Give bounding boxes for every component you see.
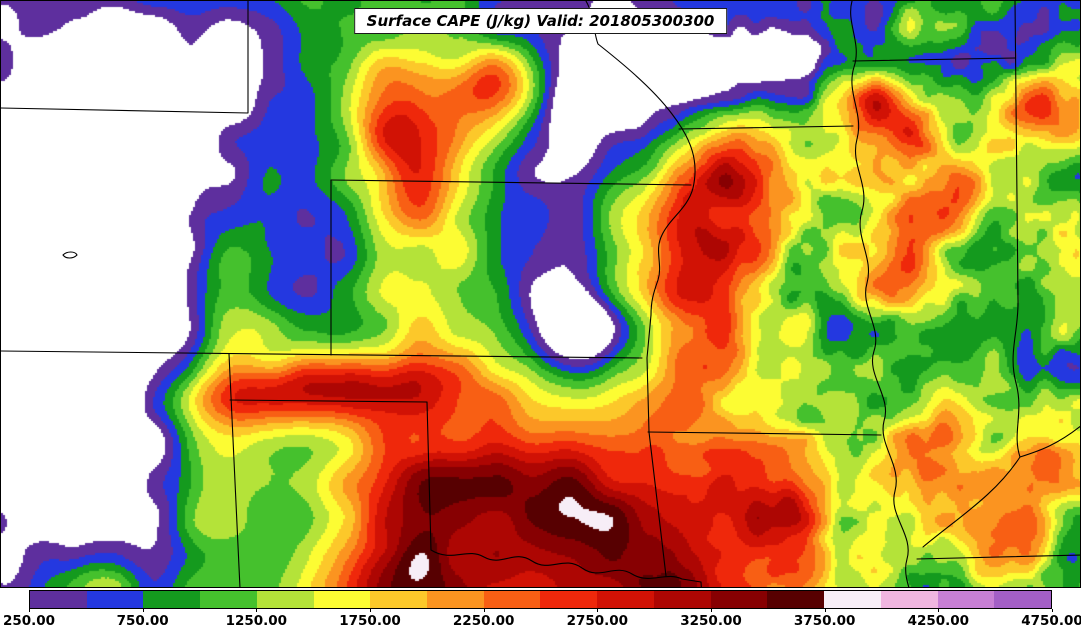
colorbar-segment (256, 591, 314, 608)
colorbar-tick-labels: 250.00 750.00 1250.00 1750.00 2250.00 2750.00… (0, 609, 1081, 633)
colorbar-segment (994, 591, 1051, 608)
colorbar-tickmark (256, 609, 258, 612)
colorbar-tick-label: 3250.00 (680, 613, 742, 629)
colorbar-tickmark (142, 609, 144, 612)
colorbar-segment (200, 591, 257, 608)
colorbar-tickmark (1052, 609, 1053, 612)
colorbar-tickmark (824, 609, 826, 612)
colorbar-segment (937, 591, 995, 608)
map-area: Surface CAPE (J/kg) Valid: 201805300300 (0, 0, 1081, 588)
colorbar-segment (30, 591, 87, 608)
colorbar-tickmark (483, 609, 485, 612)
colorbar-tickmark (938, 609, 940, 612)
map-title: Surface CAPE (J/kg) Valid: 201805300300 (353, 8, 728, 34)
colorbar-tick-label: 1250.00 (225, 613, 288, 629)
colorbar-segment (483, 591, 541, 608)
colorbar-tickmark (370, 609, 371, 612)
colorbar-tick-label: 2750.00 (566, 613, 629, 629)
colorbar-tick-label: 4250.00 (907, 613, 970, 629)
colorbar (29, 590, 1052, 609)
colorbar-segment (370, 591, 428, 608)
colorbar-tick-label: 250.00 (2, 613, 56, 629)
colorbar-segment (880, 591, 938, 608)
colorbar-segment (653, 591, 711, 608)
colorbar-tick-label: 4750.00 (1021, 613, 1081, 629)
colorbar-tick-label: 750.00 (116, 613, 169, 629)
colorbar-segment (427, 591, 484, 608)
colorbar-tick-label: 3750.00 (793, 613, 856, 629)
colorbar-segment (313, 591, 371, 608)
colorbar-segment (540, 591, 598, 608)
colorbar-segment (824, 591, 881, 608)
cape-field-raster (1, 1, 1080, 587)
colorbar-segment (767, 591, 825, 608)
colorbar-tickmark (597, 609, 599, 612)
colorbar-tick-label: 1750.00 (339, 613, 401, 629)
colorbar-tick-label: 2250.00 (452, 613, 515, 629)
colorbar-segment (710, 591, 768, 608)
colorbar-segment (597, 591, 654, 608)
colorbar-segment (86, 591, 144, 608)
colorbar-tickmark (29, 609, 30, 612)
colorbar-tickmark (711, 609, 712, 612)
colorbar-segment (143, 591, 201, 608)
